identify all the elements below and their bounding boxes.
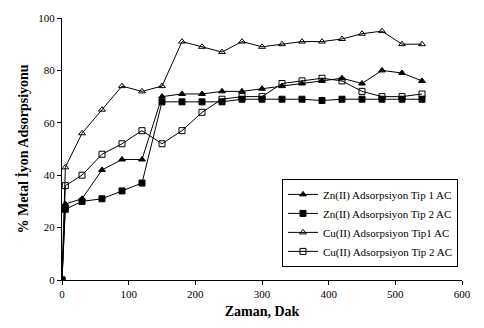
svg-text:% Metal İyon Adsorpsiyonu: % Metal İyon Adsorpsiyonu bbox=[15, 64, 31, 233]
svg-text:0: 0 bbox=[59, 288, 65, 300]
svg-text:40: 40 bbox=[44, 169, 56, 181]
svg-text:100: 100 bbox=[38, 12, 55, 24]
svg-text:0: 0 bbox=[49, 274, 55, 286]
svg-text:400: 400 bbox=[320, 288, 337, 300]
svg-text:Zn(II) Adsorpsiyon Tip 2 AC: Zn(II) Adsorpsiyon Tip 2 AC bbox=[323, 208, 451, 221]
svg-text:Cu(II) Adsorpsiyon Tip1 AC: Cu(II) Adsorpsiyon Tip1 AC bbox=[323, 227, 449, 240]
svg-text:Zn(II) Adsorpsiyon Tip 1 AC: Zn(II) Adsorpsiyon Tip 1 AC bbox=[323, 189, 451, 202]
svg-text:100: 100 bbox=[120, 288, 137, 300]
svg-text:60: 60 bbox=[44, 117, 56, 129]
svg-text:Cu(II) Adsorpsiyon Tip 2 AC: Cu(II) Adsorpsiyon Tip 2 AC bbox=[323, 246, 452, 259]
svg-text:300: 300 bbox=[254, 288, 271, 300]
svg-text:200: 200 bbox=[187, 288, 204, 300]
svg-text:80: 80 bbox=[44, 64, 56, 76]
svg-text:600: 600 bbox=[454, 288, 471, 300]
svg-text:500: 500 bbox=[387, 288, 404, 300]
svg-text:Zaman, Dak: Zaman, Dak bbox=[225, 304, 300, 319]
svg-text:20: 20 bbox=[44, 221, 56, 233]
